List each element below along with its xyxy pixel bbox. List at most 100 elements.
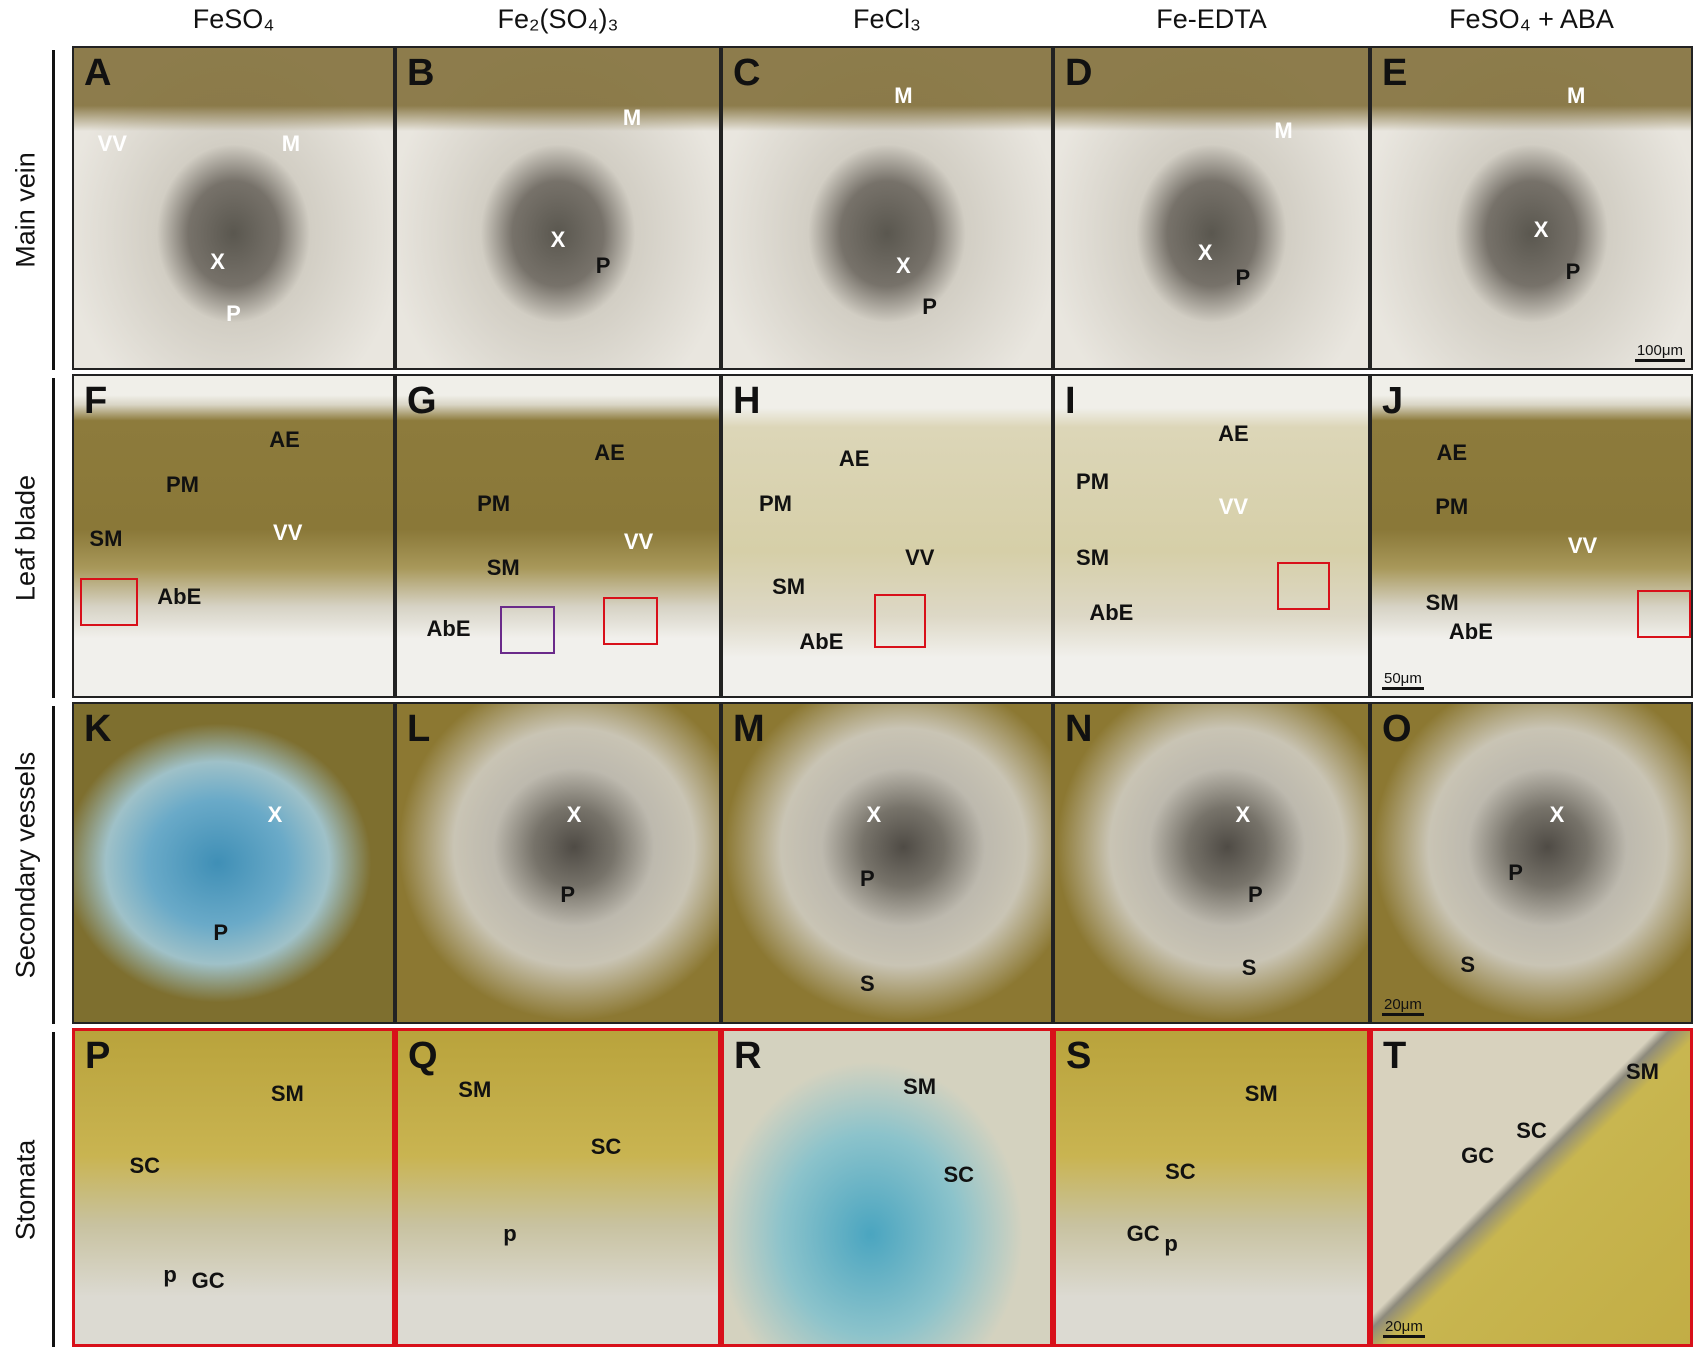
structure-label: P (1508, 859, 1523, 885)
panel-letter: R (734, 1035, 762, 1077)
row-label: Main vein (10, 152, 41, 268)
structure-label: AbE (426, 615, 471, 641)
panel-letter: A (84, 52, 112, 94)
structure-label: P (922, 294, 937, 320)
structure-label: VV (905, 545, 935, 571)
column-header: FeSO₄ (192, 4, 275, 34)
micrograph-panel: M X P S (721, 702, 1053, 1024)
structure-label: X (1533, 217, 1549, 243)
structure-label: SM (458, 1077, 492, 1103)
micrograph-panel: K X P (72, 702, 395, 1024)
panel-letter: D (1065, 52, 1093, 94)
structure-label: VV (97, 131, 127, 156)
structure-label: GC (1126, 1221, 1160, 1247)
panel-letter: N (1065, 708, 1093, 750)
panel-letter: Q (408, 1035, 438, 1077)
panel-letter: S (1066, 1035, 1092, 1077)
structure-label: AE (594, 439, 625, 465)
panel-letter: G (407, 380, 437, 422)
structure-label: AE (1436, 439, 1468, 465)
micrograph-panel: A VV M X P (72, 46, 395, 370)
structure-label: SM (1076, 545, 1110, 571)
structure-label: SM (1244, 1080, 1278, 1106)
structure-label: AbE (1448, 619, 1493, 644)
structure-label: SC (590, 1133, 622, 1159)
structure-label: p (163, 1262, 177, 1288)
row-label: Stomata (10, 1139, 41, 1240)
micrograph-panel: P SM SC p GC (72, 1028, 395, 1347)
structure-label: X (267, 802, 283, 828)
micrograph-panel: S SM SC GC p (1053, 1028, 1370, 1347)
structure-label: AbE (799, 628, 844, 654)
structure-label: X (566, 802, 582, 828)
row-label: Secondary vessels (10, 751, 41, 979)
scale-bar: 100μm (1634, 342, 1685, 362)
highlight-box (1636, 590, 1691, 639)
structure-label: p (503, 1221, 517, 1247)
structure-label: AbE (1089, 599, 1134, 625)
structure-label: S (1241, 954, 1257, 980)
structure-label: M (894, 83, 913, 108)
structure-label: GC (1461, 1143, 1495, 1169)
structure-label: PM (1076, 468, 1110, 494)
row-divider (52, 50, 55, 370)
micrograph-panel: Q SM SC p (395, 1028, 721, 1347)
panel-letter: H (733, 380, 761, 422)
structure-label: P (213, 919, 229, 945)
structure-label: P (226, 300, 241, 326)
structure-label: M (1566, 83, 1586, 108)
scale-bar: 20μm (1382, 996, 1424, 1016)
structure-label: SM (1425, 590, 1459, 616)
structure-label: M (1274, 118, 1293, 144)
panel-letter: O (1382, 708, 1412, 750)
column-header: Fe-EDTA (1156, 4, 1267, 34)
structure-label: PM (758, 491, 792, 516)
column-header: FeCl₃ (852, 4, 921, 34)
structure-label: AE (1218, 420, 1249, 446)
structure-label: X (1235, 802, 1251, 828)
structure-label: SM (903, 1074, 937, 1100)
structure-label: S (859, 970, 875, 996)
panel-letter: I (1065, 380, 1076, 422)
panel-letter: L (407, 708, 431, 750)
highlight-box (603, 596, 658, 645)
structure-label: SM (1625, 1058, 1659, 1084)
structure-label: X (866, 802, 882, 828)
structure-label: AE (838, 446, 870, 472)
scale-bar: 20μm (1383, 1318, 1425, 1338)
structure-label: P (595, 252, 611, 278)
micrograph-panel: R SM SC (721, 1028, 1053, 1347)
column-header: FeSO₄ + ABA (1449, 4, 1614, 34)
structure-label: PM (1435, 494, 1469, 520)
scale-bar: 50μm (1382, 670, 1424, 690)
structure-label: P (1247, 881, 1263, 907)
row-label: Leaf blade (10, 474, 41, 602)
panel-letter: P (85, 1035, 111, 1077)
micrograph-panel: N X P S (1053, 702, 1370, 1024)
panel-letter: J (1382, 380, 1404, 422)
structure-label: VV (1567, 532, 1598, 558)
structure-label: X (1197, 239, 1213, 265)
structure-label: P (560, 881, 575, 907)
micrograph-panel: E M X P 100μm (1370, 46, 1693, 370)
micrograph-panel: I AE PM SM VV AbE (1053, 374, 1370, 698)
structure-label: p (1164, 1230, 1178, 1256)
row-divider (52, 378, 55, 698)
structure-label: P (859, 865, 875, 891)
micrograph-panel: L X P (395, 702, 721, 1024)
structure-label: SC (1516, 1118, 1547, 1144)
structure-label: M (622, 105, 642, 131)
panel-letter: K (84, 708, 112, 750)
micrograph-panel: J AE PM SM VV AbE 50μm (1370, 374, 1693, 698)
structure-label: X (550, 227, 566, 252)
panel-letter: C (733, 52, 761, 94)
structure-label: S (1460, 951, 1476, 977)
structure-label: SM (89, 526, 123, 552)
micrograph-panel: B M X P (395, 46, 721, 370)
row-divider (52, 1032, 55, 1347)
structure-label: SM (486, 555, 520, 580)
micrograph-panel: T SM SC GC 20μm (1370, 1028, 1693, 1347)
